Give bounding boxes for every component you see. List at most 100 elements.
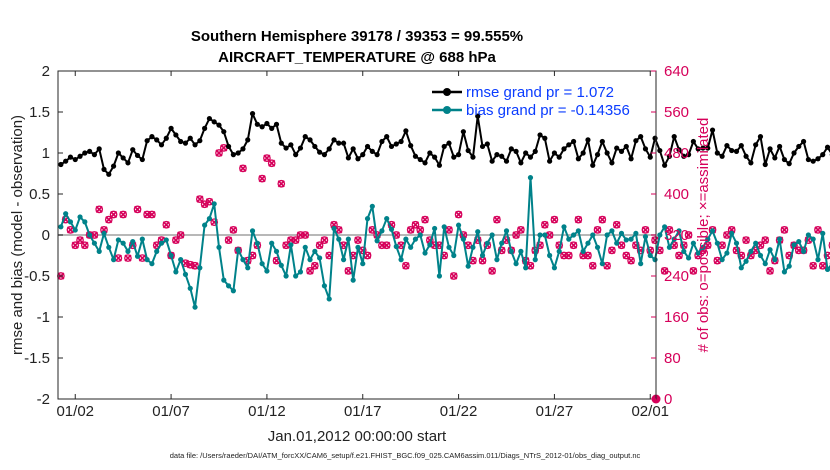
rmse-point: [336, 140, 342, 146]
obs-assimilated-stroke: [268, 159, 276, 167]
rmse-point: [805, 156, 811, 163]
rmse-point: [580, 150, 586, 156]
obs-assimilated-stroke: [718, 241, 726, 249]
rmse-point: [321, 152, 328, 158]
obs-possible-marker: [742, 236, 750, 244]
obs-possible-marker: [766, 267, 774, 275]
obs-possible-marker: [85, 231, 94, 239]
rmse-point: [216, 122, 222, 128]
obs-assimilated-stroke: [225, 236, 233, 244]
bias-point: [824, 266, 830, 273]
obs-assimilated-stroke: [541, 221, 549, 229]
rmse-point: [460, 129, 466, 135]
y-right-tick-label: 640: [664, 63, 689, 80]
obs-assimilated-stroke: [330, 221, 338, 229]
obs-possible-marker: [660, 267, 669, 275]
bias-point: [312, 248, 318, 254]
rmse-point: [685, 152, 692, 158]
obs-assimilated-marker: [565, 251, 573, 260]
obs-assimilated-stroke: [445, 226, 453, 234]
obs-assimilated-marker: [627, 257, 635, 265]
bias-point: [762, 261, 768, 267]
bias-point: [288, 242, 294, 248]
x-tick-label: 01/02: [56, 403, 94, 420]
rmse-point: [503, 158, 510, 164]
bias-point: [642, 234, 649, 240]
y-right-tick-labels: 0 80 160 240 320 400 480 560 640: [664, 63, 689, 408]
obs-assimilated-stroke: [383, 241, 391, 249]
obs-assimilated-stroke: [809, 262, 817, 270]
rmse-point: [269, 125, 275, 131]
bias-point: [590, 232, 596, 238]
bias-point: [436, 273, 443, 279]
bias-point: [479, 252, 486, 259]
rmse-point: [791, 150, 797, 156]
rmse-point: [398, 138, 404, 145]
obs-assimilated-marker: [421, 216, 429, 224]
bias-point: [733, 240, 740, 246]
rmse-point: [513, 148, 519, 154]
y-right-tick-label: 560: [664, 104, 689, 121]
bias-point: [470, 244, 476, 250]
rmse-point: [743, 153, 749, 159]
bias-point: [700, 244, 706, 250]
bias-point: [192, 304, 198, 310]
rmse-point: [369, 148, 375, 154]
rmse-point: [120, 155, 126, 161]
obs-assimilated-stroke: [641, 226, 650, 234]
bias-point: [427, 242, 433, 248]
rmse-point: [312, 143, 318, 150]
obs-possible-marker: [210, 218, 219, 227]
rmse-point: [609, 160, 615, 166]
bias-point: [743, 258, 749, 264]
obs-assimilated-stroke: [258, 175, 266, 183]
obs-possible-marker: [76, 236, 84, 244]
rmse-point: [403, 128, 409, 134]
bias-point: [225, 283, 232, 289]
y-right-tick-label: 240: [664, 268, 689, 285]
rmse-point: [599, 138, 605, 145]
rmse-point: [618, 148, 625, 154]
bias-point: [690, 240, 696, 246]
bias-point: [326, 296, 332, 302]
bias-point: [681, 248, 687, 254]
obs-assimilated-marker: [478, 257, 487, 265]
bias-point: [240, 257, 246, 263]
obs-assimilated-marker: [780, 226, 788, 234]
obs-assimilated-marker: [95, 205, 103, 213]
obs-possible-marker: [622, 251, 631, 260]
obs-possible-marker: [277, 179, 286, 188]
obs-assimilated-marker: [546, 231, 554, 239]
bias-point: [542, 232, 548, 238]
obs-assimilated-stroke: [689, 267, 697, 275]
bias-point: [254, 240, 260, 246]
bias-point: [465, 263, 471, 269]
rmse-point: [125, 160, 131, 166]
obs-assimilated-stroke: [402, 262, 410, 270]
bias-point: [278, 262, 284, 268]
bias-point: [800, 248, 807, 254]
obs-assimilated-stroke: [766, 267, 774, 275]
bias-point: [753, 240, 759, 246]
rmse-point: [130, 147, 136, 153]
rmse-point: [446, 140, 452, 146]
rmse-point: [700, 145, 706, 151]
obs-assimilated-stroke: [670, 241, 678, 249]
bias-point: [719, 257, 725, 263]
obs-assimilated-stroke: [133, 205, 142, 213]
rmse-point: [642, 146, 649, 152]
bias-point: [206, 216, 213, 222]
obs-possible-marker: [454, 210, 463, 219]
obs-assimilated-marker: [162, 221, 170, 229]
obs-assimilated-marker: [685, 231, 693, 239]
obs-assimilated-stroke: [546, 231, 554, 239]
rmse-point: [182, 140, 189, 146]
rmse-point: [561, 146, 567, 152]
obs-assimilated-stroke: [680, 241, 688, 249]
obs-assimilated-stroke: [584, 251, 592, 260]
rmse-point: [441, 143, 447, 150]
obs-assimilated-marker: [574, 216, 582, 224]
ticks-layer: [58, 70, 656, 400]
rmse-point: [225, 143, 232, 150]
obs-possible-marker: [584, 251, 592, 260]
